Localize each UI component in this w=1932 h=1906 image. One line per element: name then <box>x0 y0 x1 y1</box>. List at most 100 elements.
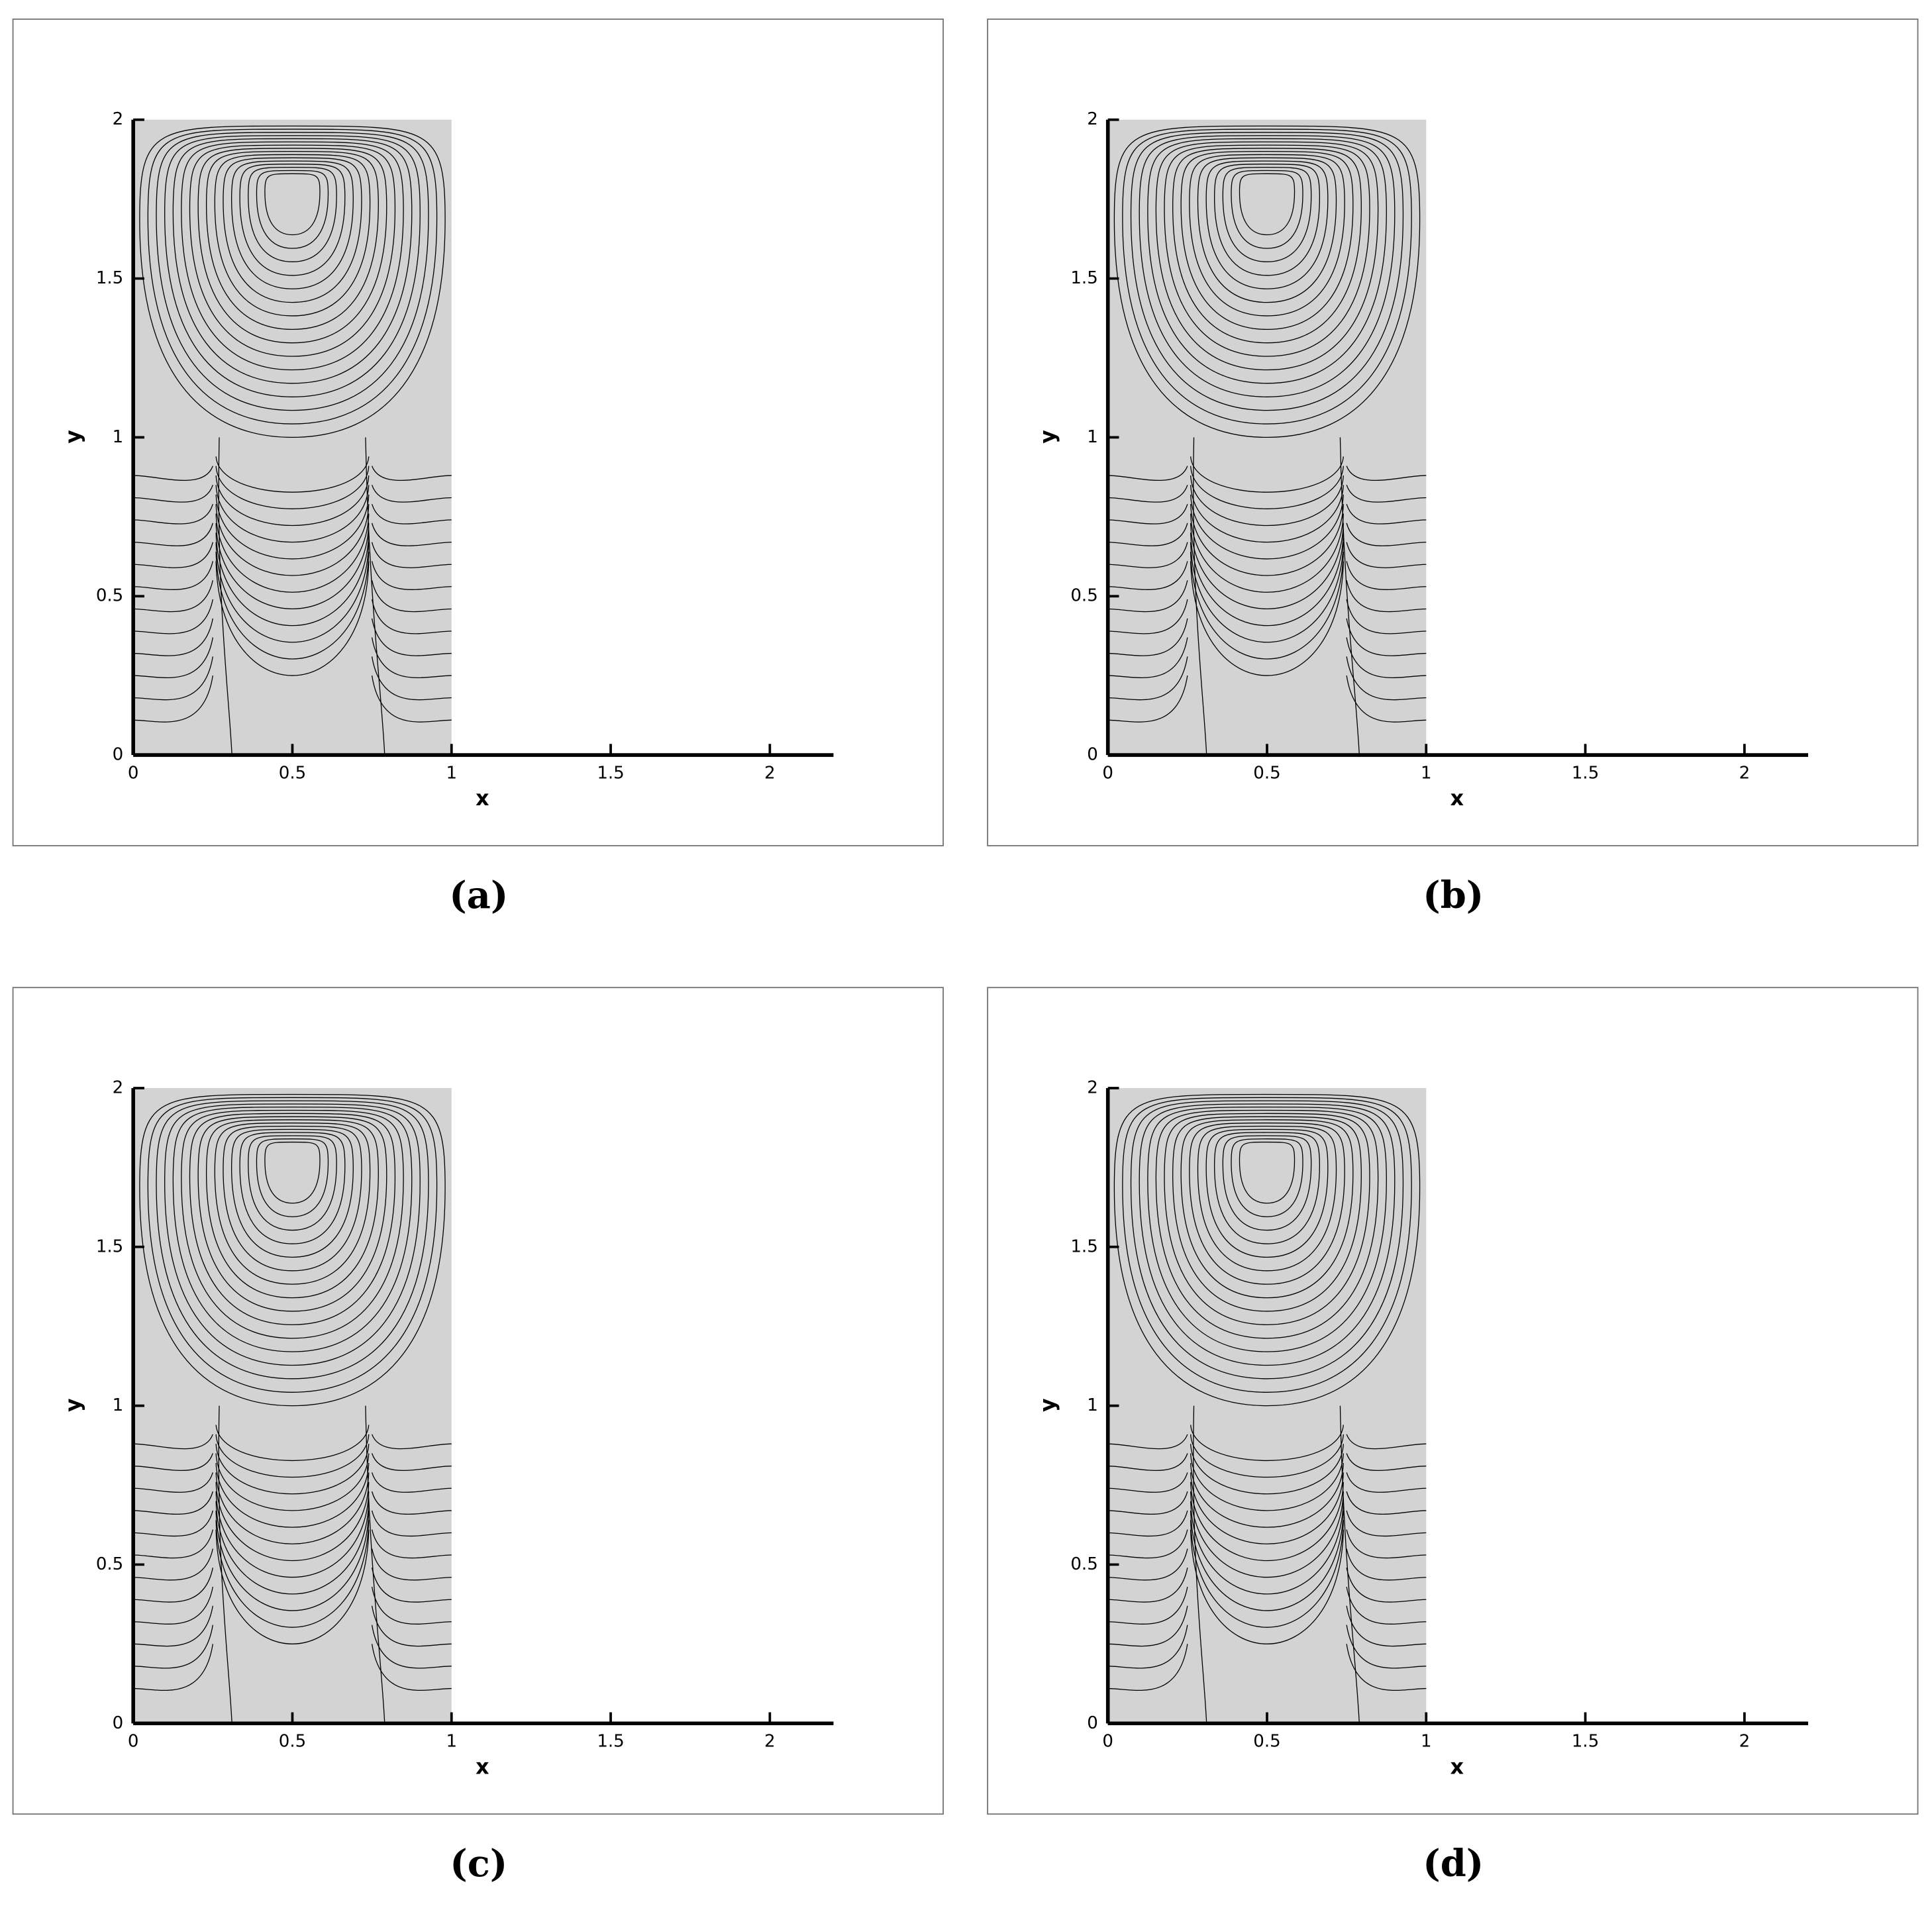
streamline <box>1346 523 1427 546</box>
streamline <box>1107 1644 1188 1691</box>
streamline <box>1190 485 1344 543</box>
streamline <box>1190 1481 1344 1562</box>
streamline <box>215 1453 370 1511</box>
y-tick-label: 0 <box>1087 745 1098 765</box>
streamline <box>1164 1113 1370 1325</box>
streamline <box>164 135 421 397</box>
streamline <box>156 1100 429 1379</box>
streamline <box>147 128 438 425</box>
streamline <box>133 1491 213 1515</box>
streamline <box>215 466 370 509</box>
streamline <box>1346 561 1427 590</box>
panel: 0 0.5 1 1.5 2 0 0.5 1 1.5 2 x y (c) <box>12 987 944 1885</box>
panel: 0 0.5 1 1.5 2 0 0.5 1 1.5 2 x y (a) <box>12 18 944 917</box>
streamline <box>1213 164 1321 276</box>
streamline <box>371 523 452 546</box>
streamline <box>1346 466 1427 481</box>
streamline <box>248 166 337 262</box>
streamline <box>133 1472 213 1493</box>
streamline <box>264 1141 321 1204</box>
streamline <box>1346 1529 1427 1559</box>
streamline <box>371 656 452 701</box>
streamline <box>1346 1510 1427 1537</box>
streamline <box>1107 1491 1188 1515</box>
streamline <box>172 1107 413 1352</box>
streamline <box>215 1520 370 1628</box>
streamline <box>371 1568 452 1603</box>
streamline <box>215 1510 370 1611</box>
streamline <box>215 504 370 576</box>
caption: (a) <box>449 874 508 917</box>
streamline <box>1180 150 1354 330</box>
streamline <box>1231 170 1303 249</box>
streamline <box>181 141 404 371</box>
streamline <box>139 125 446 438</box>
streamline <box>1346 618 1427 656</box>
streamline <box>371 561 452 590</box>
streamline <box>371 542 452 568</box>
y-tick-label: 0.5 <box>96 586 123 606</box>
streamline <box>264 173 321 236</box>
streamline <box>1190 466 1344 509</box>
streamline <box>1190 456 1344 493</box>
streamline <box>371 503 452 525</box>
streamline <box>248 1135 337 1231</box>
y-tick-label: 1.5 <box>1070 268 1097 288</box>
streamline <box>156 132 429 411</box>
streamline <box>1107 580 1188 613</box>
x-tick-label: 1 <box>1421 763 1432 783</box>
streamline <box>133 542 213 568</box>
x-tick-label: 1 <box>1421 1732 1432 1752</box>
streamline <box>1197 157 1337 303</box>
streamline <box>205 1119 379 1299</box>
streamline <box>172 138 413 384</box>
streamline <box>1190 1472 1344 1544</box>
x-tick-label: 2 <box>764 763 776 783</box>
streamline <box>215 561 370 676</box>
streamline <box>1346 675 1427 723</box>
streamline <box>1107 1586 1188 1625</box>
streamline <box>230 160 354 289</box>
streamline <box>1190 542 1344 643</box>
streamline <box>1190 1520 1344 1628</box>
streamline <box>133 503 213 525</box>
y-axis-label: y <box>62 1398 85 1412</box>
x-axis-label: x <box>1450 787 1464 811</box>
x-tick-label: 0.5 <box>279 763 306 783</box>
streamline <box>218 437 232 756</box>
x-tick-label: 1.5 <box>1572 1732 1599 1752</box>
panel: 0 0.5 1 1.5 2 0 0.5 1 1.5 2 x y (b) <box>987 18 1919 917</box>
streamline <box>133 618 213 656</box>
streamline <box>133 485 213 503</box>
y-tick-label: 2 <box>113 109 124 129</box>
y-axis-label: y <box>62 430 85 444</box>
streamline <box>1107 637 1188 679</box>
streamline <box>1190 1491 1344 1578</box>
y-tick-label: 1 <box>113 1395 124 1415</box>
streamline <box>1113 1093 1421 1407</box>
streamline <box>133 1625 213 1669</box>
streamline <box>215 1529 370 1644</box>
streamline <box>1346 1434 1427 1450</box>
streamlines <box>133 1093 452 1724</box>
streamline <box>215 542 370 643</box>
streamline <box>215 1472 370 1544</box>
streamline <box>1155 1109 1379 1339</box>
streamline <box>1346 1472 1427 1493</box>
y-tick-label: 1 <box>1087 1395 1098 1415</box>
caption: (b) <box>1423 874 1484 917</box>
streamline <box>1346 1625 1427 1669</box>
streamline <box>1190 1444 1344 1495</box>
streamline <box>215 1501 370 1595</box>
streamline <box>1346 1568 1427 1603</box>
y-tick-label: 0.5 <box>1070 586 1097 606</box>
streamline <box>1190 513 1344 593</box>
streamline <box>133 1644 213 1691</box>
streamline <box>1190 1510 1344 1611</box>
streamline <box>371 1453 452 1472</box>
streamline <box>215 456 370 493</box>
streamline <box>1190 1501 1344 1595</box>
streamline <box>1222 166 1312 262</box>
streamline <box>256 1138 329 1217</box>
streamline <box>256 170 329 249</box>
